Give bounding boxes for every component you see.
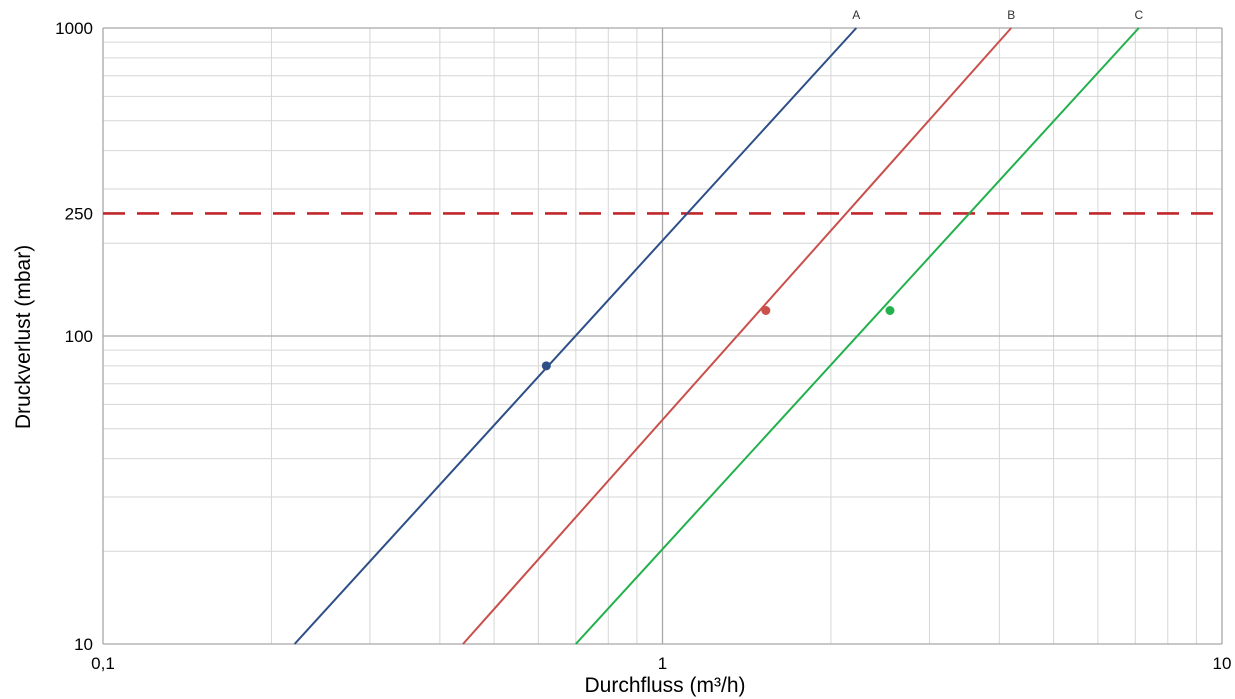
x-tick-label: 0,1	[91, 654, 115, 673]
x-axis-title: Durchfluss (m³/h)	[584, 674, 745, 697]
tick-label-layer: 0,1 1 10 10 100 250 1000	[55, 19, 1231, 673]
x-tick-label: 1	[658, 654, 667, 673]
y-tick-label: 250	[65, 204, 93, 223]
x-tick-label: 10	[1213, 654, 1232, 673]
series-label-a: A	[852, 8, 860, 22]
y-axis-title: Druckverlust (mbar)	[12, 245, 35, 429]
major-gridlines	[102, 27, 1223, 645]
series-layer: A B C	[293, 8, 1143, 645]
y-tick-label: 100	[65, 327, 93, 346]
series-line-c	[575, 27, 1140, 645]
series-line-a	[293, 27, 858, 645]
series-label-b: B	[1007, 8, 1015, 22]
series-label-c: C	[1134, 8, 1143, 22]
series-marker-c	[885, 306, 895, 316]
y-tick-label: 10	[74, 635, 93, 654]
y-tick-label: 1000	[55, 19, 93, 38]
series-marker-a	[541, 361, 551, 371]
series-marker-b	[761, 306, 771, 316]
series-line-b	[462, 27, 1012, 645]
